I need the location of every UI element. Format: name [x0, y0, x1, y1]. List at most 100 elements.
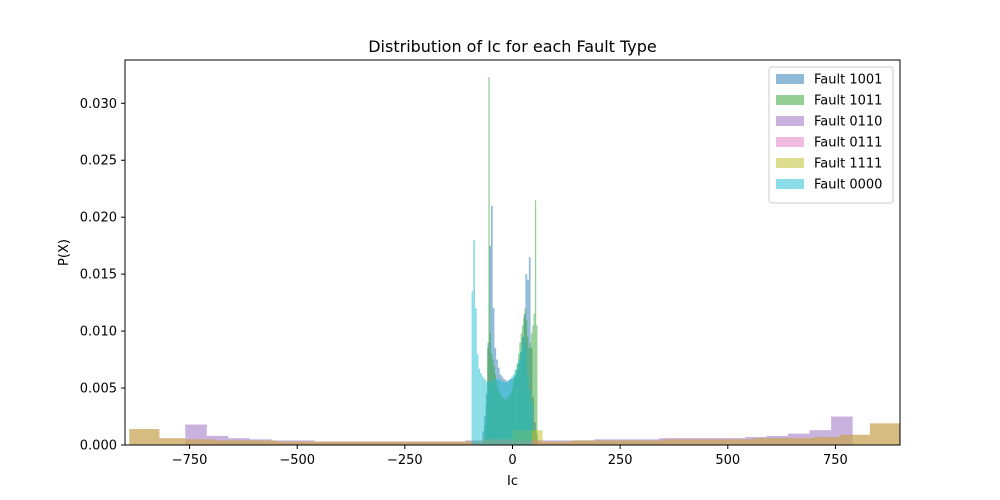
histogram-bar — [129, 429, 160, 445]
histogram-bar — [521, 342, 524, 445]
histogram-bar — [452, 441, 483, 445]
histogram-bar — [473, 239, 476, 445]
x-axis-ticks: −750 −500 −250 0 250 500 750 — [172, 445, 848, 468]
histogram-bar — [528, 390, 531, 445]
y-tick-label: 0.025 — [80, 154, 117, 169]
series-fault-0000 — [471, 239, 532, 445]
legend-label: Fault 1001 — [814, 73, 882, 88]
x-tick-label: 0 — [508, 453, 516, 468]
histogram-bar — [471, 291, 474, 445]
x-tick-label: 750 — [823, 453, 848, 468]
histogram-bar — [663, 439, 694, 445]
histogram-bar — [492, 380, 494, 445]
series-fault-1111 — [129, 423, 900, 445]
histogram-bar — [783, 438, 814, 445]
legend-swatch — [776, 95, 804, 105]
histogram-bar — [533, 314, 535, 445]
histogram-bar — [335, 441, 367, 445]
histogram-bar — [869, 423, 900, 445]
y-tick-label: 0.005 — [80, 382, 117, 397]
histogram-bar — [536, 325, 538, 445]
x-tick-label: 500 — [715, 453, 740, 468]
histogram-bar — [514, 369, 517, 445]
histogram-bar — [530, 401, 532, 445]
histogram-bar — [485, 381, 488, 445]
histogram-bar — [572, 440, 603, 445]
histogram-bar — [487, 382, 489, 445]
histogram-bar — [633, 440, 664, 445]
histogram-bar — [524, 348, 527, 445]
histogram-bar — [602, 440, 634, 445]
histogram-bar — [426, 441, 453, 445]
y-axis-label: P(X) — [57, 239, 72, 266]
histogram-bar — [526, 374, 529, 445]
histogram-bar — [506, 382, 508, 445]
histogram-bar — [490, 381, 493, 445]
histogram-bar — [366, 441, 397, 445]
legend-label: Fault 0000 — [814, 178, 882, 193]
histogram-bar — [245, 440, 276, 445]
histogram-bar — [499, 380, 501, 445]
x-tick-label: 250 — [608, 453, 633, 468]
histogram-bar — [475, 308, 477, 445]
chart-title: Distribution of Ic for each Fault Type — [368, 37, 657, 56]
legend-label: Fault 0110 — [814, 115, 882, 130]
histogram-bar — [478, 368, 481, 445]
histogram-bar — [481, 376, 484, 445]
histogram-bar — [507, 381, 510, 445]
y-tick-label: 0.015 — [80, 268, 117, 283]
histogram-bar — [500, 381, 503, 445]
histogram-bar — [839, 434, 870, 445]
histogram-bar — [490, 205, 493, 445]
histogram-bar — [753, 438, 784, 445]
histogram-bar — [511, 376, 513, 445]
histogram-bar — [518, 359, 520, 445]
x-axis-label: Ic — [507, 474, 518, 489]
x-tick-label: −250 — [387, 453, 423, 468]
histogram-bar — [502, 382, 505, 445]
legend-label: Fault 0111 — [814, 136, 882, 151]
histogram-bar — [215, 440, 246, 445]
histogram-bar — [396, 441, 427, 445]
legend-swatch — [776, 179, 804, 189]
histogram-bar — [159, 438, 186, 445]
histogram-bar — [531, 333, 533, 445]
y-tick-label: 0.000 — [80, 439, 117, 454]
histogram-bar — [275, 441, 306, 445]
histogram-bar — [529, 342, 532, 445]
histogram-bar — [488, 382, 491, 445]
histogram-bar — [480, 373, 482, 445]
histogram-bar — [504, 382, 507, 445]
x-tick-label: −750 — [172, 453, 208, 468]
histogram-bar — [534, 200, 537, 445]
histogram-bar — [488, 77, 490, 445]
histogram-bar — [523, 336, 525, 445]
legend-swatch — [776, 137, 804, 147]
histogram-bar — [693, 439, 724, 445]
legend-swatch — [776, 116, 804, 126]
histogram-bar — [509, 378, 512, 445]
histogram-bar — [813, 437, 840, 445]
y-axis-ticks: 0.000 0.005 0.010 0.015 0.020 0.025 0.030 — [80, 97, 125, 454]
histogram-bar — [723, 439, 754, 445]
legend-swatch — [776, 74, 804, 84]
histogram-bar — [476, 353, 479, 445]
legend-label: Fault 1011 — [814, 94, 882, 109]
histogram-bar — [532, 325, 534, 445]
legend-label: Fault 1111 — [814, 157, 882, 172]
histogram-bar — [516, 365, 519, 445]
legend: Fault 1001 Fault 1011 Fault 0110 Fault 0111… — [768, 66, 894, 204]
histogram-bars — [129, 77, 900, 445]
histogram-bar — [305, 441, 336, 445]
histogram-bar — [185, 439, 216, 445]
legend-swatch — [776, 158, 804, 168]
x-tick-label: −500 — [279, 453, 315, 468]
y-tick-label: 0.030 — [80, 97, 117, 112]
histogram-bar — [495, 378, 498, 445]
histogram-bar — [497, 378, 500, 445]
y-tick-label: 0.010 — [80, 325, 117, 340]
histogram-bar — [483, 378, 486, 445]
histogram-bar — [542, 441, 573, 445]
histogram-bar — [493, 378, 496, 445]
